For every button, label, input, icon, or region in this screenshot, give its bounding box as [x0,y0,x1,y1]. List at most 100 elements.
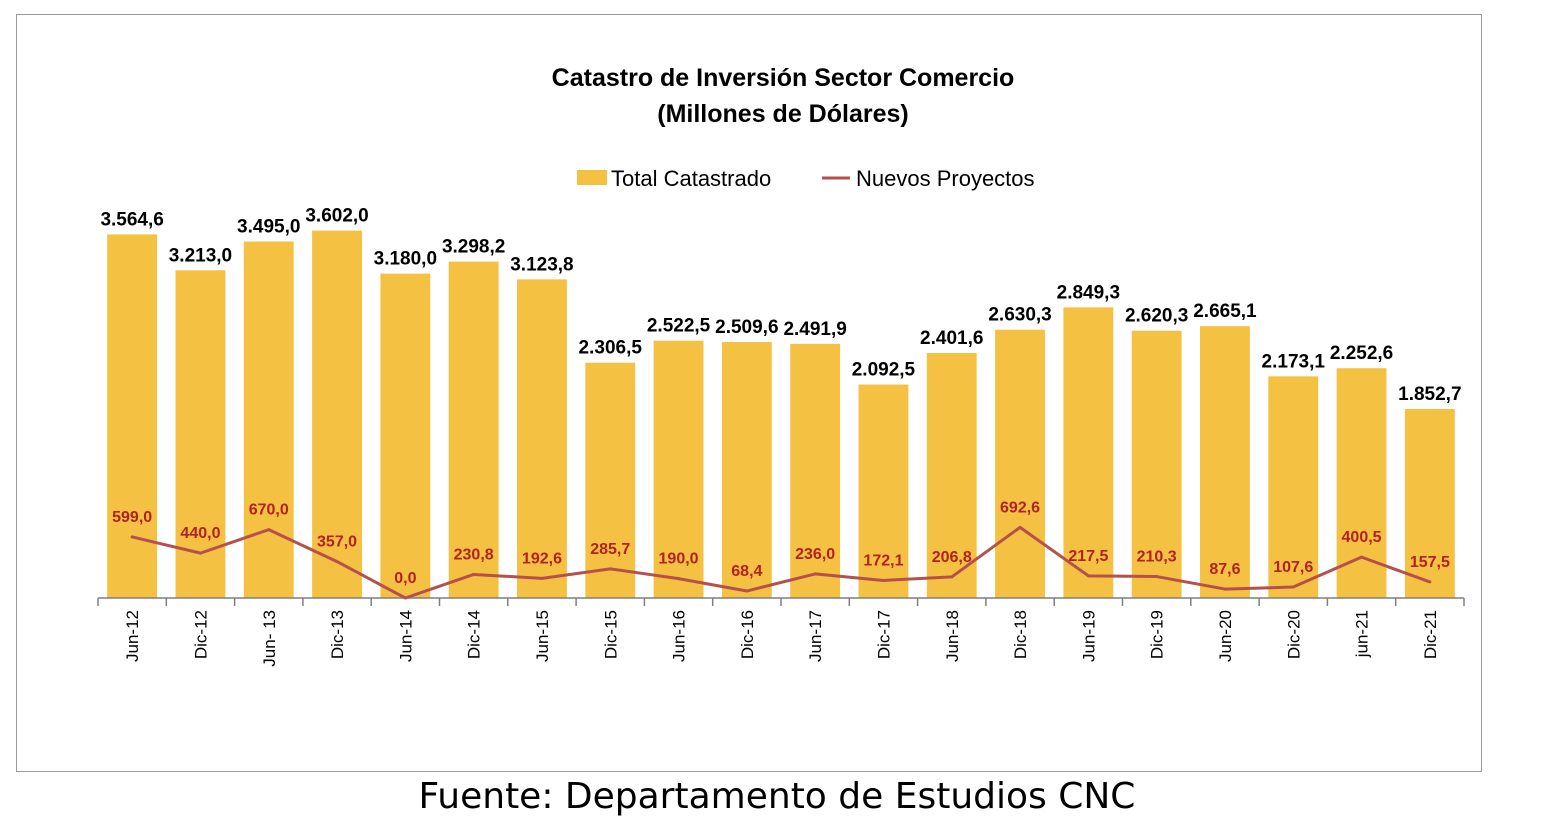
line-point-18 [1360,555,1364,559]
bar-18 [1336,368,1387,598]
x-tick-label-16: Jun-20 [1216,610,1235,662]
line-value-label-6: 192,6 [522,550,562,567]
x-tick-label-3: Dic-13 [328,610,347,659]
bar-value-label-10: 2.491,9 [783,319,846,340]
bar-1 [175,270,226,598]
bar-value-label-3: 3.602,0 [305,206,368,227]
line-series [130,525,1432,600]
line-value-label-3: 357,0 [317,534,357,551]
legend-label-bar: Total Catastrado [611,166,771,191]
x-tick-label-6: Jun-15 [533,610,552,662]
legend-swatch-bar [577,170,607,185]
line-point-15 [1155,575,1159,579]
x-tick-label-10: Jun-17 [806,610,825,662]
bar-3 [312,230,362,598]
line-point-11 [881,578,885,582]
x-tick-label-18: jun-21 [1353,610,1372,658]
line-value-label-18: 400,5 [1342,529,1382,546]
bar-value-label-1: 3.213,0 [169,245,232,266]
line-point-10 [813,572,817,576]
bar-0 [107,234,158,598]
bar-5 [448,261,499,598]
bar-value-label-16: 2.665,1 [1193,301,1257,322]
line-point-4 [403,596,407,600]
line-value-label-4: 0,0 [394,570,416,587]
line-point-19 [1428,580,1432,584]
line-value-label-17: 107,6 [1273,559,1313,576]
line-point-16 [1223,587,1227,591]
bar-value-label-18: 2.252,6 [1330,343,1393,364]
source-note: Fuente: Departamento de Estudios CNC [418,776,1136,817]
chart-svg: Catastro de Inversión Sector Comercio (M… [97,64,1465,667]
bar-value-label-19: 1.852,7 [1398,384,1461,405]
line-value-label-1: 440,0 [180,525,220,542]
x-tick-label-4: Jun-14 [396,610,415,662]
line-value-label-7: 285,7 [590,541,630,558]
x-tick-label-1: Dic-12 [191,610,210,659]
chart-subtitle: (Millones de Dólares) [657,100,908,128]
bar-9 [721,342,772,598]
data-labels: 3.564,6 3.213,03.495,03.602,0 3.180,03.298… [100,206,1461,587]
x-tick-label-5: Dic-14 [465,610,484,659]
bar-6 [517,279,567,598]
bar-2 [243,241,294,598]
line-point-13 [1018,525,1022,529]
bar-15 [1131,330,1182,598]
bar-10 [790,343,841,598]
line-value-label-10: 236,0 [795,546,835,563]
x-tick-label-14: Jun-19 [1079,610,1098,662]
bar-value-label-5: 3.298,2 [442,237,505,258]
bar-value-label-13: 2.630,3 [988,305,1051,326]
x-tick-label-0: Jun-12 [123,610,142,662]
line-point-9 [745,589,749,593]
bar-16 [1200,326,1250,598]
bar-value-label-17: 2.173,1 [1262,351,1326,372]
line-point-14 [1086,574,1090,578]
line-point-6 [540,576,544,580]
bar-value-label-9: 2.509,6 [715,317,778,338]
bar-value-label-0: 3.564,6 [100,209,163,230]
line-value-label-15: 210,3 [1137,549,1177,566]
x-tick-label-13: Dic-18 [1011,610,1030,659]
bar-4 [380,273,431,598]
line-point-0 [130,535,134,539]
x-tick-label-2: Jun- 13 [260,610,279,667]
x-tick-label-9: Dic-16 [738,610,757,659]
line-point-1 [198,551,202,555]
bar-value-label-14: 2.849,3 [1057,282,1120,303]
bar-17 [1268,376,1319,598]
bar-value-label-12: 2.401,6 [920,328,983,349]
line-value-label-0: 599,0 [112,509,152,526]
line-value-label-2: 670,0 [249,502,289,519]
x-tick-label-17: Dic-20 [1284,610,1303,659]
line-value-label-11: 172,1 [863,552,903,569]
bar-7 [585,362,636,598]
line-point-8 [677,577,681,581]
x-axis: Jun-12 Dic-12 Jun- 13 Dic-13 Jun-14 Dic-14 Jun… [97,597,1465,667]
bar-value-label-7: 2.306,5 [579,338,643,359]
bar-value-label-15: 2.620,3 [1125,306,1188,327]
legend: Total Catastrado Nuevos Proyectos [577,166,1035,191]
bar-group [107,230,1455,598]
bar-value-label-11: 2.092,5 [852,360,916,381]
line-value-label-5: 230,8 [454,546,494,563]
line-value-label-13: 692,6 [1000,499,1040,516]
bar-13 [995,329,1045,598]
x-tick-label-15: Dic-19 [1148,610,1167,659]
line-point-3 [335,560,339,564]
line-nuevos-proyectos [131,525,1431,600]
x-tick-label-7: Dic-15 [601,610,620,659]
bar-11 [858,384,909,598]
line-value-label-16: 87,6 [1209,561,1240,578]
line-value-label-12: 206,8 [932,549,972,566]
x-tick-label-12: Jun-18 [943,610,962,662]
line-value-label-19: 157,5 [1410,554,1450,571]
bar-value-label-8: 2.522,5 [647,316,711,337]
line-point-12 [950,575,954,579]
bar-14 [1063,307,1114,598]
bar-12 [926,353,977,598]
x-tick-label-11: Dic-17 [874,610,893,659]
chart-title: Catastro de Inversión Sector Comercio [552,64,1015,92]
line-point-7 [608,567,612,571]
line-value-label-9: 68,4 [731,563,762,580]
